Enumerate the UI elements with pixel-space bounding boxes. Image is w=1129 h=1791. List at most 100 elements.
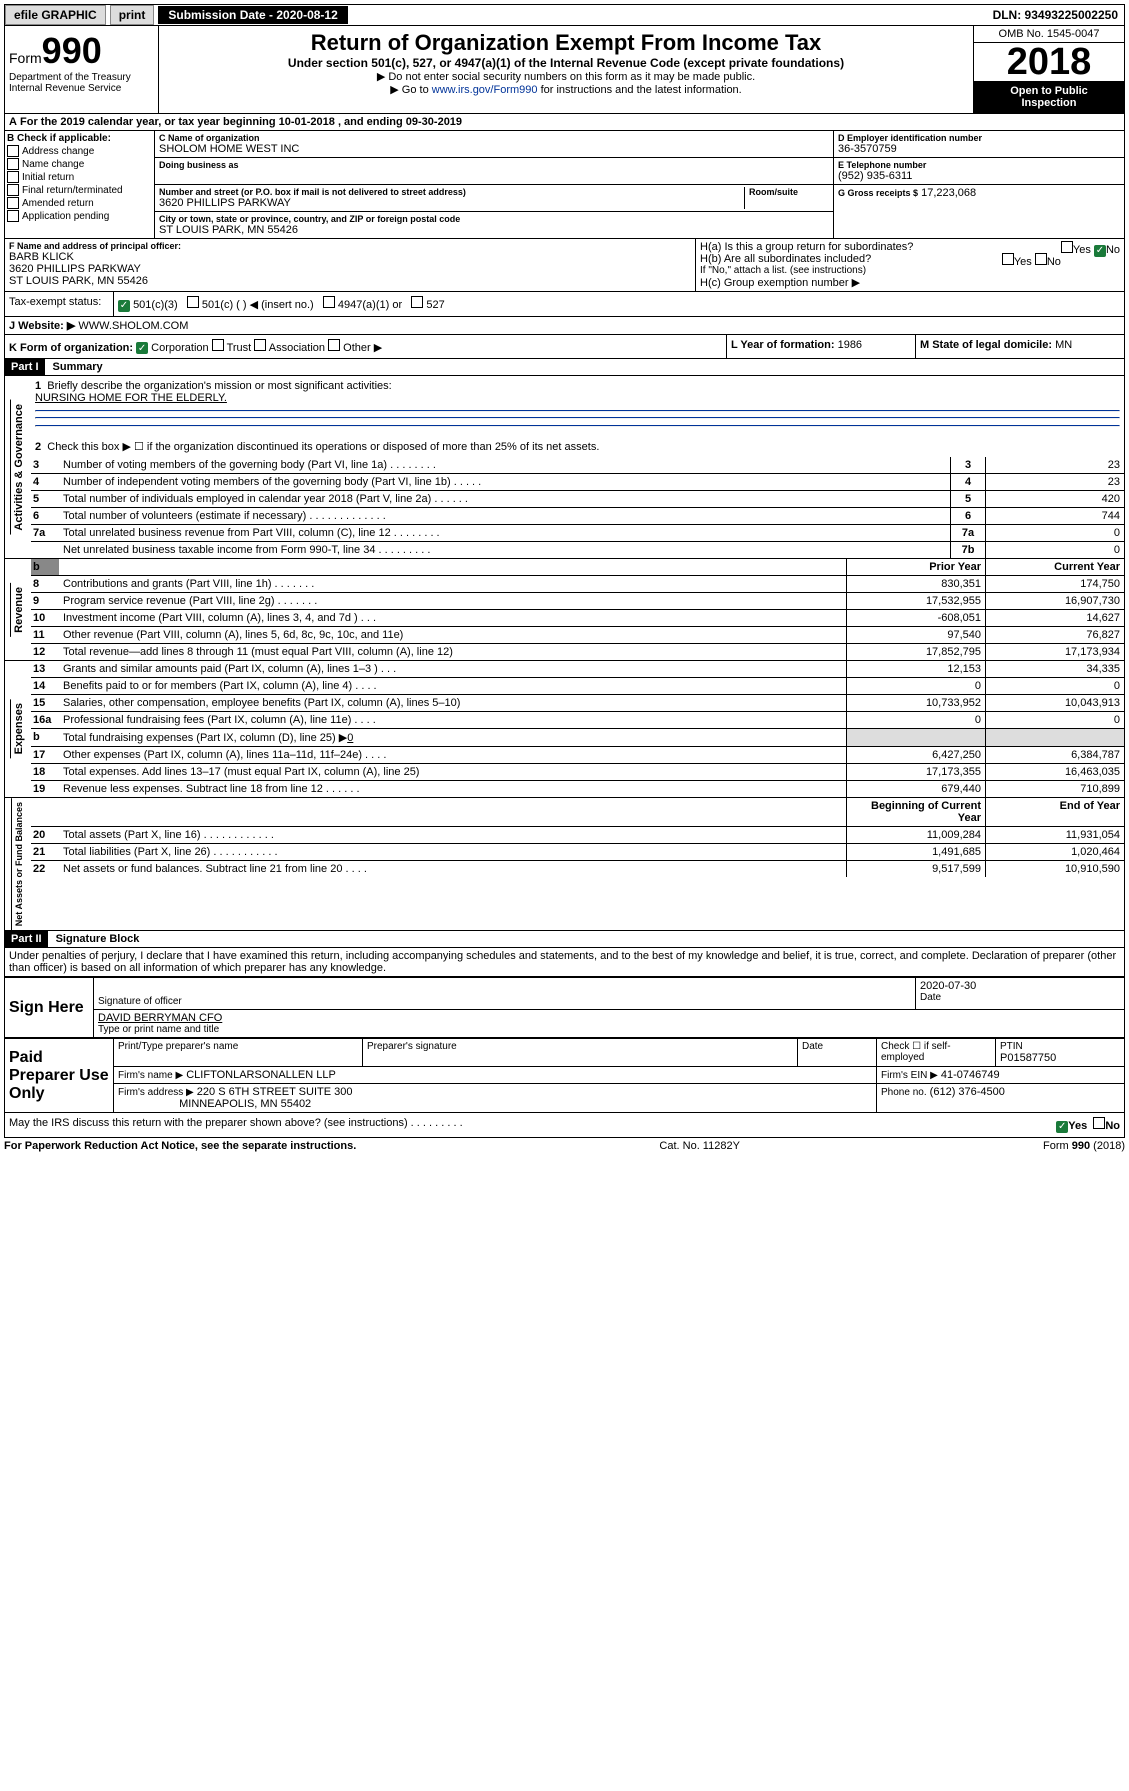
p8: 830,351 (846, 576, 985, 592)
part2-header: Part II (5, 931, 48, 947)
gross-receipts: 17,223,068 (921, 187, 976, 199)
c14: 0 (985, 678, 1124, 694)
print-button[interactable]: print (110, 5, 155, 25)
c8: 174,750 (985, 576, 1124, 592)
chk-501c[interactable] (187, 296, 199, 308)
b22: 9,517,599 (846, 861, 985, 877)
org-address: 3620 PHILLIPS PARKWAY (159, 197, 744, 209)
tax-exempt-label: Tax-exempt status: (5, 292, 114, 316)
c12: 17,173,934 (985, 644, 1124, 660)
p11: 97,540 (846, 627, 985, 643)
c19: 710,899 (985, 781, 1124, 797)
e20: 11,931,054 (985, 827, 1124, 843)
chk-address[interactable] (7, 145, 19, 157)
chk-pending[interactable] (7, 210, 19, 222)
cat-no: Cat. No. 11282Y (659, 1140, 740, 1152)
tax-year: 2018 (974, 43, 1124, 81)
website: WWW.SHOLOM.COM (78, 320, 188, 332)
p19: 679,440 (846, 781, 985, 797)
tax-year-line: A For the 2019 calendar year, or tax yea… (5, 114, 466, 130)
form-label: Form (9, 50, 42, 66)
b21: 1,491,685 (846, 844, 985, 860)
c9: 16,907,730 (985, 593, 1124, 609)
sig-date: 2020-07-30 (920, 980, 1120, 992)
v7b: 0 (985, 542, 1124, 558)
v3: 23 (985, 457, 1124, 473)
signature-table: Sign Here Signature of officer 2020-07-3… (4, 977, 1125, 1038)
officer-name: BARB KLICK (9, 251, 691, 263)
chk-hb-yes[interactable] (1002, 253, 1014, 265)
p18: 17,173,355 (846, 764, 985, 780)
c10: 14,627 (985, 610, 1124, 626)
officer-addr2: ST LOUIS PARK, MN 55426 (9, 275, 691, 287)
c16a: 0 (985, 712, 1124, 728)
c17: 6,384,787 (985, 747, 1124, 763)
officer-addr1: 3620 PHILLIPS PARKWAY (9, 263, 691, 275)
dept-treasury: Department of the Treasury (9, 72, 154, 83)
chk-ha-yes[interactable] (1061, 241, 1073, 253)
chk-amended[interactable] (7, 197, 19, 209)
chk-501c3[interactable]: ✓ (118, 300, 130, 312)
preparer-table: Paid Preparer Use Only Print/Type prepar… (4, 1038, 1125, 1113)
p15: 10,733,952 (846, 695, 985, 711)
irs-label: Internal Revenue Service (9, 83, 154, 94)
chk-527[interactable] (411, 296, 423, 308)
group-exemption: H(c) Group exemption number ▶ (700, 276, 1120, 289)
p10: -608,051 (846, 610, 985, 626)
form-ref: Form 990 (2018) (1043, 1140, 1125, 1152)
p16a: 0 (846, 712, 985, 728)
band-governance: Activities & Governance (10, 400, 27, 535)
band-net: Net Assets or Fund Balances (11, 798, 26, 930)
v5: 420 (985, 491, 1124, 507)
irs-link[interactable]: www.irs.gov/Form990 (432, 84, 538, 96)
officer-sig-name: DAVID BERRYMAN CFO (98, 1012, 1120, 1024)
dln: DLN: 93493225002250 (993, 8, 1124, 22)
b20: 11,009,284 (846, 827, 985, 843)
inspection: Inspection (1021, 97, 1076, 109)
band-revenue: Revenue (10, 583, 27, 637)
e21: 1,020,464 (985, 844, 1124, 860)
ptin: P01587750 (1000, 1052, 1120, 1064)
c13: 34,335 (985, 661, 1124, 677)
p9: 17,532,955 (846, 593, 985, 609)
p14: 0 (846, 678, 985, 694)
chk-ha-no[interactable]: ✓ (1094, 245, 1106, 257)
part1-header: Part I (5, 359, 45, 375)
org-name: SHOLOM HOME WEST INC (159, 143, 829, 155)
chk-final[interactable] (7, 184, 19, 196)
chk-corp[interactable]: ✓ (136, 342, 148, 354)
firm-name: CLIFTONLARSONALLEN LLP (186, 1069, 336, 1081)
form-number: 990 (42, 30, 102, 71)
chk-hb-no[interactable] (1035, 253, 1047, 265)
chk-name[interactable] (7, 158, 19, 170)
firm-ein: 41-0746749 (941, 1069, 1000, 1081)
open-public: Open to Public (1010, 85, 1088, 97)
discuss-question: May the IRS discuss this return with the… (9, 1117, 1056, 1133)
domicile: MN (1055, 339, 1072, 351)
p12: 17,852,795 (846, 644, 985, 660)
submission-date: Submission Date - 2020-08-12 (158, 6, 347, 24)
chk-assoc[interactable] (254, 339, 266, 351)
chk-discuss-yes[interactable]: ✓ (1056, 1121, 1068, 1133)
firm-city: MINNEAPOLIS, MN 55402 (179, 1098, 311, 1110)
chk-4947[interactable] (323, 296, 335, 308)
ein: 36-3570759 (838, 143, 1120, 155)
chk-other[interactable] (328, 339, 340, 351)
section-b-checkboxes: B Check if applicable: Address change Na… (5, 131, 155, 238)
top-toolbar: efile GRAPHIC print Submission Date - 20… (4, 4, 1125, 26)
efile-button[interactable]: efile GRAPHIC (5, 5, 106, 25)
mission: NURSING HOME FOR THE ELDERLY. (35, 392, 227, 404)
v7a: 0 (985, 525, 1124, 541)
chk-discuss-no[interactable] (1093, 1117, 1105, 1129)
c15: 10,043,913 (985, 695, 1124, 711)
c11: 76,827 (985, 627, 1124, 643)
form-title: Return of Organization Exempt From Incom… (163, 30, 969, 56)
paperwork-notice: For Paperwork Reduction Act Notice, see … (4, 1140, 356, 1152)
p17: 6,427,250 (846, 747, 985, 763)
chk-initial[interactable] (7, 171, 19, 183)
chk-trust[interactable] (212, 339, 224, 351)
p13: 12,153 (846, 661, 985, 677)
ssn-warning: ▶ Do not enter social security numbers o… (163, 70, 969, 83)
e22: 10,910,590 (985, 861, 1124, 877)
org-city: ST LOUIS PARK, MN 55426 (159, 224, 829, 236)
